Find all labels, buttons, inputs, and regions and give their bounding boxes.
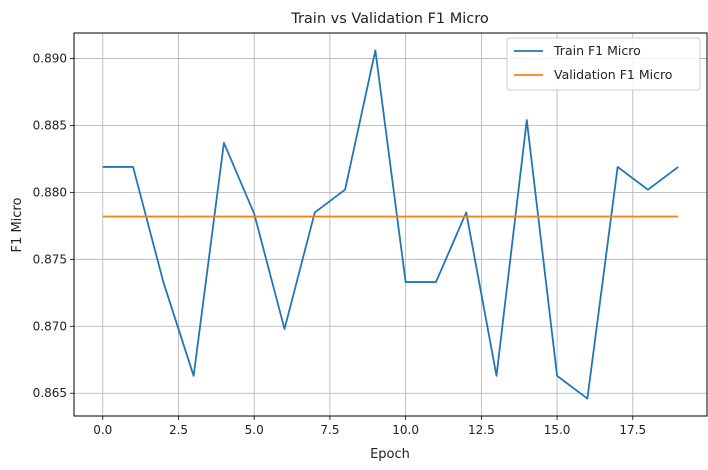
- x-axis-label: Epoch: [370, 447, 410, 462]
- x-tick-label: 5.0: [245, 423, 264, 437]
- y-tick-label: 0.885: [33, 118, 67, 132]
- y-tick-label: 0.880: [33, 185, 67, 199]
- x-tick-label: 10.0: [392, 423, 419, 437]
- x-tick-label: 7.5: [320, 423, 339, 437]
- series-train-f1-micro-line: [102, 49, 679, 400]
- y-tick-label: 0.890: [33, 51, 67, 65]
- series-layer: [102, 49, 679, 400]
- x-axis: 0.0 2.5 5.0 7.5 10.0 12.5 15.0 17.5: [93, 416, 646, 437]
- legend-label-validation: Validation F1 Micro: [554, 67, 672, 82]
- x-tick-label: 17.5: [619, 423, 646, 437]
- y-axis: 0.865 0.870 0.875 0.880 0.885 0.890: [33, 51, 74, 400]
- y-tick-label: 0.875: [33, 252, 67, 266]
- x-tick-label: 12.5: [468, 423, 495, 437]
- x-tick-label: 0.0: [93, 423, 112, 437]
- legend-box: [506, 37, 701, 91]
- chart-title: Train vs Validation F1 Micro: [290, 11, 489, 27]
- x-tick-label: 2.5: [169, 423, 188, 437]
- y-tick-label: 0.865: [33, 386, 67, 400]
- plot-frame: [73, 32, 708, 417]
- legend-label-train: Train F1 Micro: [553, 43, 641, 58]
- legend: Train F1 Micro Validation F1 Micro: [506, 37, 701, 91]
- y-axis-label: F1 Micro: [10, 198, 25, 253]
- y-tick-label: 0.870: [33, 319, 67, 333]
- grid: [74, 33, 707, 416]
- x-tick-label: 15.0: [544, 423, 571, 437]
